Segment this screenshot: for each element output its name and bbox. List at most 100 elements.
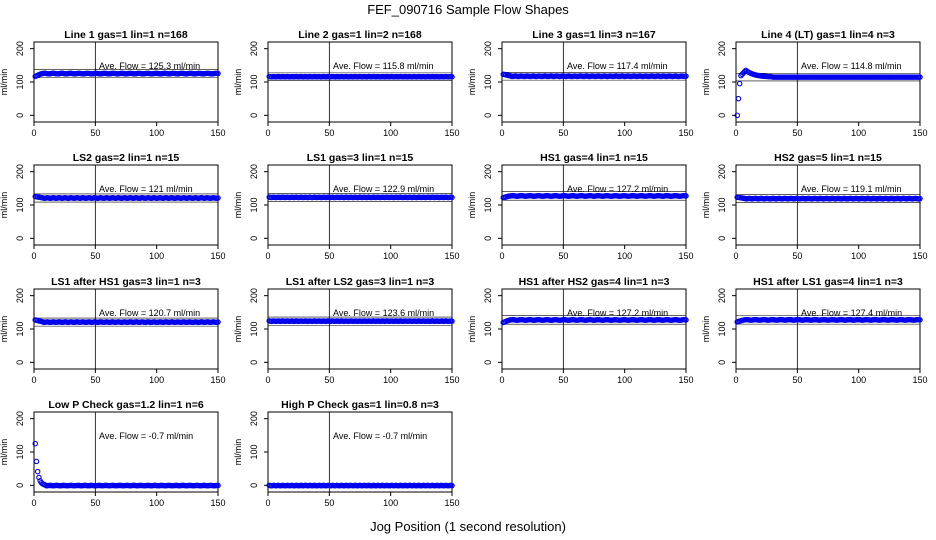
y-tick-label: 100 [717,197,727,212]
y-axis-label: ml/min [233,439,243,466]
x-tick-label: 50 [90,128,100,138]
panel-8: HS2 gas=5 lin=1 n=15 ml/min 0 100 200 0 50 100 1… [701,152,928,261]
x-tick-label: 150 [912,375,927,385]
y-tick-label: 0 [717,236,727,241]
y-tick-label: 100 [483,74,493,89]
data-point [215,70,221,77]
data-point [215,482,221,489]
x-tick-label: 100 [851,128,866,138]
x-tick-label: 50 [558,128,568,138]
y-tick-label: 0 [483,236,493,241]
x-tick-label: 50 [324,498,334,508]
y-tick-label: 100 [249,321,259,336]
plot-frame [735,41,921,123]
x-tick-label: 100 [617,375,632,385]
panel-13: Low P Check gas=1.2 lin=1 n=6 ml/min 0 100 2… [0,399,226,508]
average-flow-label: Ave. Flow = -0.7 ml/min [99,431,193,441]
panel-14: High P Check gas=1 lin=0.8 n=3 ml/min 0 100… [233,399,460,508]
average-flow-label: Ave. Flow = 121 ml/min [99,184,193,194]
average-flow-label: Ave. Flow = 125.3 ml/min [99,61,200,71]
panel-title: LS2 gas=2 lin=1 n=15 [73,152,180,164]
y-tick-label: 200 [483,41,493,56]
y-tick-label: 200 [15,164,25,179]
data-point [917,317,923,323]
average-flow-label: Ave. Flow = 119.1 ml/min [801,184,901,194]
panel-title: Low P Check gas=1.2 lin=1 n=6 [48,399,203,411]
panel-title: HS1 after HS2 gas=4 lin=1 n=3 [519,276,670,288]
plot-frame [501,164,687,246]
panel-title: Line 4 (LT) gas=1 lin=4 n=3 [761,29,895,41]
y-axis-label: ml/min [233,69,243,96]
x-tick-label: 150 [678,128,693,138]
x-tick-label: 100 [149,375,164,385]
y-tick-label: 0 [15,113,25,118]
average-flow-label: Ave. Flow = 127.2 ml/min [567,308,668,318]
y-tick-label: 0 [249,360,259,365]
y-axis-label: ml/min [467,69,477,96]
plot-frame [735,288,921,370]
y-tick-label: 200 [717,41,727,56]
panel-title: Line 1 gas=1 lin=1 n=168 [64,29,188,41]
data-point [215,319,221,325]
x-tick-label: 150 [912,251,927,261]
x-tick-label: 0 [265,375,270,385]
data-point [917,195,923,202]
panel-title: HS1 gas=4 lin=1 n=15 [540,152,648,164]
y-tick-label: 200 [249,164,259,179]
y-tick-label: 200 [483,164,493,179]
data-point [683,193,689,199]
x-tick-label: 150 [678,251,693,261]
y-tick-label: 200 [249,288,259,303]
x-tick-label: 100 [617,251,632,261]
plot-frame [33,288,219,370]
y-tick-label: 100 [249,444,259,459]
panel-6: LS1 gas=3 lin=1 n=15 ml/min 0 100 200 0 50 100 1… [233,152,460,261]
x-tick-label: 100 [383,375,398,385]
x-tick-label: 50 [90,251,100,261]
y-tick-label: 0 [15,236,25,241]
y-tick-label: 200 [717,288,727,303]
x-tick-label: 0 [733,128,738,138]
panel-4: Line 4 (LT) gas=1 lin=4 n=3 ml/min 0 100 200… [701,29,928,138]
panel-title: LS1 after LS2 gas=3 lin=1 n=3 [286,276,435,288]
y-tick-label: 100 [249,74,259,89]
x-axis-label: Jog Position (1 second resolution) [370,519,566,534]
y-tick-label: 0 [15,360,25,365]
x-tick-label: 50 [792,251,802,261]
y-axis-label: ml/min [701,316,711,343]
x-tick-label: 0 [265,128,270,138]
x-tick-label: 0 [733,375,738,385]
panel-3: Line 3 gas=1 lin=3 n=167 ml/min 0 100 200 0 50… [467,29,694,138]
x-tick-label: 50 [324,251,334,261]
y-tick-label: 0 [249,236,259,241]
panel-title: LS1 after HS1 gas=3 lin=1 n=3 [51,276,201,288]
y-axis-label: ml/min [0,316,9,343]
y-tick-label: 200 [249,41,259,56]
y-tick-label: 0 [717,113,727,118]
x-tick-label: 50 [324,128,334,138]
y-tick-label: 100 [717,74,727,89]
x-tick-label: 0 [31,251,36,261]
x-tick-label: 100 [851,251,866,261]
y-axis-label: ml/min [467,316,477,343]
data-point [32,440,38,447]
x-tick-label: 0 [499,251,504,261]
average-flow-label: Ave. Flow = -0.7 ml/min [333,431,427,441]
page-title: FEF_090716 Sample Flow Shapes [367,2,569,17]
plot-frame [501,288,687,370]
panel-1: Line 1 gas=1 lin=1 n=168 ml/min 0 100 200 0 50… [0,29,226,138]
y-tick-label: 0 [483,113,493,118]
y-tick-label: 0 [249,483,259,488]
x-tick-label: 50 [792,128,802,138]
average-flow-label: Ave. Flow = 122.9 ml/min [333,184,434,194]
plot-frame [735,164,921,246]
average-flow-label: Ave. Flow = 120.7 ml/min [99,308,200,318]
data-point [917,74,923,80]
x-tick-label: 150 [678,375,693,385]
data-point [736,80,743,87]
y-tick-label: 100 [15,74,25,89]
x-tick-label: 100 [851,375,866,385]
panel-title: High P Check gas=1 lin=0.8 n=3 [281,399,439,411]
x-tick-label: 0 [31,375,36,385]
